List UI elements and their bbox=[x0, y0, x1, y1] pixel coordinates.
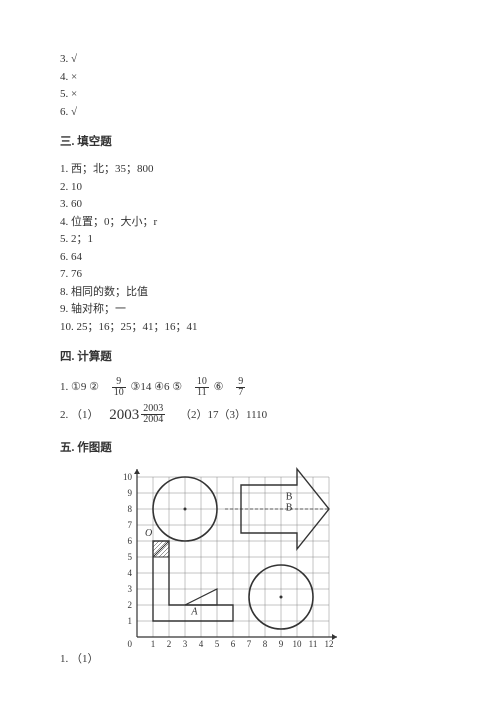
svg-text:3: 3 bbox=[128, 584, 133, 594]
section5-title: 五. 作图题 bbox=[60, 440, 440, 457]
svg-text:9: 9 bbox=[279, 639, 284, 649]
drawing-figure: 123456789101112123456789100BBOA bbox=[107, 467, 342, 667]
calc-text: ⑥ bbox=[214, 379, 224, 396]
fill-item: 3. 60 bbox=[60, 196, 440, 213]
judge-block: 3. √ 4. × 5. × 6. √ bbox=[60, 51, 440, 120]
fill-item: 9. 轴对称；一 bbox=[60, 301, 440, 318]
svg-text:B: B bbox=[286, 492, 293, 503]
svg-text:7: 7 bbox=[247, 639, 252, 649]
svg-text:8: 8 bbox=[263, 639, 268, 649]
calc-text: ③14 ④6 ⑤ bbox=[130, 379, 182, 396]
fill-item: 5. 2；1 bbox=[60, 231, 440, 248]
fill-item: 6. 64 bbox=[60, 249, 440, 266]
fill-item: 7. 76 bbox=[60, 266, 440, 283]
calc-q1: 1. ①9 ② 910 ③14 ④6 ⑤ 1011 ⑥ 97 bbox=[60, 377, 440, 398]
svg-text:2: 2 bbox=[167, 639, 172, 649]
svg-text:4: 4 bbox=[199, 639, 204, 649]
judge-item: 5. × bbox=[60, 86, 440, 103]
fraction: 1011 bbox=[195, 377, 209, 398]
svg-text:5: 5 bbox=[215, 639, 220, 649]
svg-text:7: 7 bbox=[128, 520, 133, 530]
fraction: 910 bbox=[112, 377, 126, 398]
fill-item: 4. 位置；0；大小；r bbox=[60, 214, 440, 231]
svg-text:10: 10 bbox=[293, 639, 303, 649]
svg-text:6: 6 bbox=[128, 536, 133, 546]
figure-label: 1. （1） bbox=[60, 651, 99, 668]
fraction: 97 bbox=[236, 377, 245, 398]
section4-title: 四. 计算题 bbox=[60, 349, 440, 366]
calc-text: （2）17（3）1110 bbox=[180, 407, 267, 424]
fill-item: 8. 相同的数；比值 bbox=[60, 284, 440, 301]
svg-text:8: 8 bbox=[128, 504, 133, 514]
judge-item: 6. √ bbox=[60, 104, 440, 121]
fill-item: 2. 10 bbox=[60, 179, 440, 196]
svg-text:B: B bbox=[286, 503, 293, 514]
calc-q2: 2. （1） 200320032004 （2）17（3）1110 bbox=[60, 404, 440, 427]
svg-text:A: A bbox=[191, 607, 199, 618]
svg-text:11: 11 bbox=[309, 639, 318, 649]
svg-text:O: O bbox=[145, 528, 152, 539]
large-number: 2003 bbox=[109, 407, 139, 423]
svg-text:5: 5 bbox=[128, 552, 133, 562]
svg-text:4: 4 bbox=[128, 568, 133, 578]
fill-item: 1. 西；北；35；800 bbox=[60, 161, 440, 178]
svg-text:1: 1 bbox=[128, 616, 133, 626]
calc-text: 2. （1） bbox=[60, 407, 99, 424]
svg-text:1: 1 bbox=[151, 639, 156, 649]
section3-block: 1. 西；北；35；800 2. 10 3. 60 4. 位置；0；大小；r 5… bbox=[60, 161, 440, 335]
svg-text:6: 6 bbox=[231, 639, 236, 649]
fill-item: 10. 25；16；25；41；16；41 bbox=[60, 319, 440, 336]
svg-text:2: 2 bbox=[128, 600, 133, 610]
svg-text:12: 12 bbox=[325, 639, 334, 649]
judge-item: 4. × bbox=[60, 69, 440, 86]
fraction: 20032004 bbox=[141, 404, 165, 425]
judge-item: 3. √ bbox=[60, 51, 440, 68]
svg-text:3: 3 bbox=[183, 639, 188, 649]
svg-text:0: 0 bbox=[128, 639, 133, 649]
section3-title: 三. 填空题 bbox=[60, 134, 440, 151]
svg-text:9: 9 bbox=[128, 488, 133, 498]
figure-block: 1. （1） 123456789101112123456789100BBOA bbox=[60, 467, 440, 667]
calc-text: 1. ①9 ② bbox=[60, 379, 99, 396]
svg-text:10: 10 bbox=[123, 472, 133, 482]
